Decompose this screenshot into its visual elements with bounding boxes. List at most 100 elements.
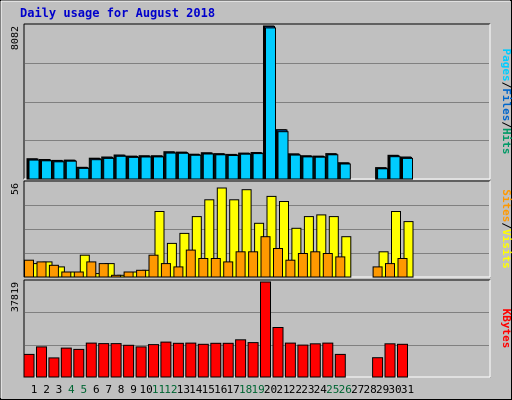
bar-visits-day-18: [241, 189, 252, 278]
x-tick-label-day-26: 26: [339, 383, 352, 396]
bar-kbytes-day-17: [222, 342, 234, 378]
bar-pages-day-23: [302, 156, 314, 180]
bar-visits-day-30: [391, 211, 401, 278]
legend-pages: Pages: [500, 49, 512, 82]
bar-visits-day-23: [303, 216, 314, 278]
x-tick-label-day-1: 1: [31, 383, 38, 396]
series-legend: Pages/Files/Hits: [500, 49, 512, 155]
bar-pages-day-31: [402, 157, 413, 180]
x-tick-label-day-4: 4: [68, 383, 75, 396]
x-tick-label-day-30: 30: [388, 383, 401, 396]
bar-kbytes-day-18: [235, 339, 247, 378]
x-tick-label-day-25: 25: [326, 383, 339, 396]
bar-pages-day-11: [153, 156, 164, 180]
bar-pages-day-5: [78, 167, 90, 180]
bar-sites-day-7: [98, 263, 109, 278]
x-tick-label-day-20: 20: [264, 383, 277, 396]
bar-pages-day-18: [240, 153, 252, 180]
bar-sites-day-13: [173, 266, 184, 278]
bar-sites-day-21: [273, 248, 283, 278]
bar-sites-day-22: [285, 259, 296, 278]
x-tick-label-day-3: 3: [56, 383, 63, 396]
bar-sites-day-1: [24, 259, 34, 278]
axis-max-label: 8082: [10, 26, 21, 50]
bar-sites-day-12: [160, 263, 171, 278]
x-tick-label-day-27: 27: [351, 383, 364, 396]
bar-sites-day-19: [248, 251, 259, 278]
bar-kbytes-day-4: [60, 347, 72, 378]
x-tick-label-day-17: 17: [227, 383, 240, 396]
bar-kbytes-day-24: [309, 343, 321, 378]
legend-visits: Visits: [500, 229, 512, 269]
x-tick-label-day-5: 5: [80, 383, 87, 396]
bar-pages-day-7: [103, 157, 115, 180]
bar-sites-day-23: [297, 253, 308, 278]
series-legend: KBytes: [500, 309, 512, 349]
bar-sites-day-29: [372, 266, 383, 278]
bar-sites-day-10: [136, 269, 147, 278]
bar-sites-day-17: [223, 261, 234, 278]
bar-pages-day-4: [65, 160, 77, 180]
bar-kbytes-day-14: [185, 342, 197, 378]
bar-kbytes-day-31: [397, 343, 408, 378]
x-tick-label-day-31: 31: [401, 383, 414, 396]
bar-sites-day-24: [310, 251, 321, 278]
x-tick-label-day-23: 23: [301, 383, 314, 396]
bar-visits-day-22: [291, 227, 302, 278]
bar-kbytes-day-23: [297, 344, 309, 378]
bar-visits-day-25: [328, 216, 339, 278]
bar-pages-day-17: [227, 155, 239, 180]
bar-pages-day-1: [28, 159, 40, 180]
bar-sites-day-9: [123, 271, 134, 278]
bar-kbytes-day-19: [247, 342, 259, 378]
bar-kbytes-day-26: [334, 353, 346, 378]
bar-pages-day-15: [202, 153, 214, 180]
bar-pages-day-2: [41, 160, 52, 180]
bar-pages-day-20: [265, 27, 276, 180]
bar-visits-day-24: [316, 214, 327, 278]
bar-kbytes-day-3: [48, 357, 60, 378]
bar-kbytes-day-16: [210, 342, 222, 378]
bar-pages-day-29: [377, 168, 389, 180]
bar-kbytes-day-1: [23, 353, 35, 378]
bar-sites-day-16: [210, 258, 221, 278]
bar-sites-day-8: [111, 274, 122, 278]
bar-kbytes-day-5: [73, 348, 85, 378]
bar-kbytes-day-10: [135, 346, 147, 378]
bar-sites-day-2: [36, 261, 47, 278]
bar-kbytes-day-20: [260, 281, 271, 378]
bar-pages-day-14: [190, 154, 202, 180]
bar-sites-day-30: [385, 263, 395, 278]
bar-pages-day-25: [327, 154, 339, 180]
bar-pages-day-30: [389, 156, 401, 180]
bar-kbytes-day-7: [98, 343, 110, 378]
bar-kbytes-day-25: [322, 342, 334, 378]
bar-pages-day-22: [289, 154, 301, 180]
panel-visits-sites: 56 Sites/Visits: [10, 180, 512, 278]
bar-pages-day-24: [314, 156, 326, 180]
legend-hits: Hits: [500, 128, 512, 155]
x-tick-label-day-8: 8: [118, 383, 125, 396]
legend-separator: /: [500, 82, 512, 89]
bar-pages-day-21: [277, 131, 289, 180]
legend-sites: Sites: [500, 189, 512, 222]
bar-pages-day-19: [252, 153, 264, 180]
x-tick-label-day-14: 14: [189, 383, 203, 396]
bar-visits-day-11: [154, 211, 165, 278]
panel-kbytes: 37819 KBytes: [10, 279, 512, 378]
bar-sites-day-3: [48, 264, 59, 278]
x-tick-label-day-12: 12: [164, 383, 177, 396]
legend-files: Files: [500, 88, 512, 121]
bar-kbytes-day-30: [384, 343, 396, 378]
bar-kbytes-day-9: [123, 344, 135, 378]
bar-pages-day-16: [215, 154, 227, 180]
bar-sites-day-15: [198, 258, 209, 278]
bar-sites-day-6: [86, 261, 97, 278]
bar-visits-day-12: [166, 242, 177, 278]
bar-pages-day-3: [53, 161, 65, 180]
x-tick-label-day-16: 16: [214, 383, 227, 396]
x-tick-label-day-19: 19: [251, 383, 264, 396]
bar-pages-day-6: [90, 159, 102, 180]
